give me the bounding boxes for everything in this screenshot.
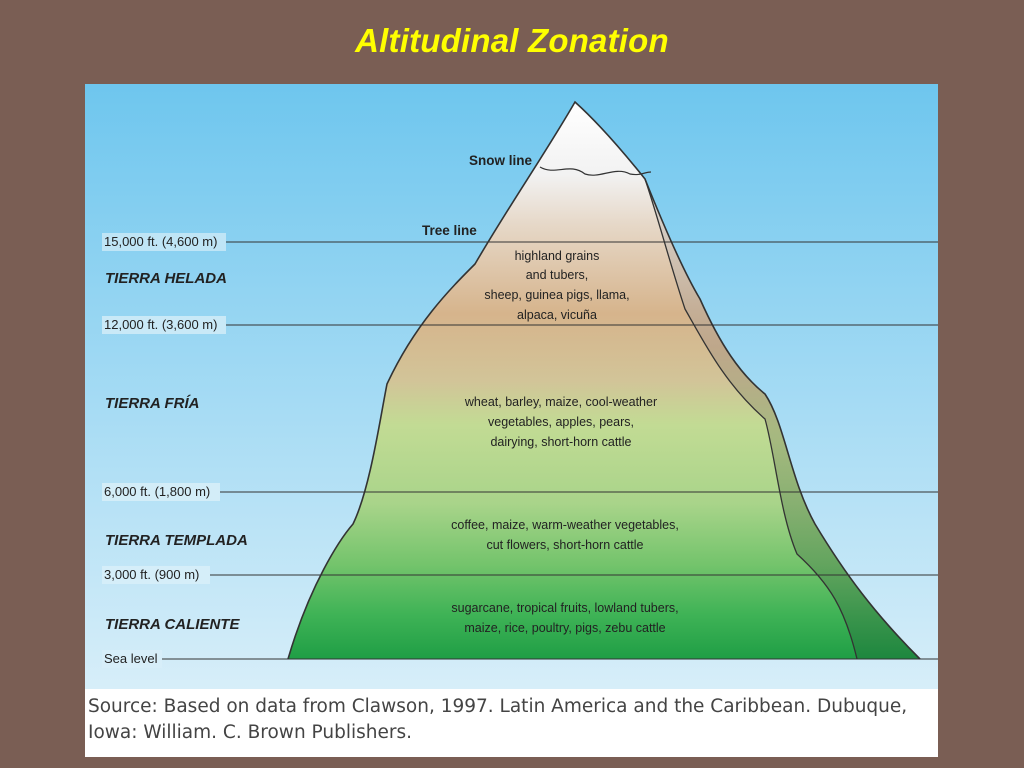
products-helada: highland grains and tubers, sheep, guine… [484,249,629,322]
product-line: dairying, short-horn cattle [490,435,631,449]
product-line: maize, rice, poultry, pigs, zebu cattle [464,621,665,635]
product-line: cut flowers, short-horn cattle [486,538,643,552]
products-caliente: sugarcane, tropical fruits, lowland tube… [451,601,678,635]
mountain-body [288,102,920,659]
altitude-label-3000: 3,000 ft. (900 m) [104,567,199,582]
altitude-label-6000: 6,000 ft. (1,800 m) [104,484,210,499]
tree-line-label: Tree line [422,223,477,238]
source-line-1: Source: Based on data from Clawson, 1997… [88,696,908,717]
product-line: highland grains [515,249,600,263]
zone-name-helada: TIERRA HELADA [105,270,227,287]
product-line: vegetables, apples, pears, [488,415,634,429]
products-fria: wheat, barley, maize, cool-weather veget… [464,395,657,449]
slide-title: Altitudinal Zonation [355,22,669,59]
product-line: wheat, barley, maize, cool-weather [464,395,657,409]
product-line: sheep, guinea pigs, llama, [484,288,629,302]
figure-panel: 15,000 ft. (4,600 m) 12,000 ft. (3,600 m… [85,84,938,757]
zone-name-caliente: TIERRA CALIENTE [105,616,240,633]
source-line-2: Iowa: William. C. Brown Publishers. [88,722,412,743]
product-line: sugarcane, tropical fruits, lowland tube… [451,601,678,615]
product-line: alpaca, vicuña [517,308,597,322]
products-templada: coffee, maize, warm-weather vegetables, … [451,518,679,552]
product-line: coffee, maize, warm-weather vegetables, [451,518,679,532]
snow-line-label: Snow line [469,153,532,168]
product-line: and tubers, [526,268,589,282]
altitude-label-sea-level: Sea level [104,651,158,666]
source-note: Source: Based on data from Clawson, 1997… [88,694,936,746]
snow-line-boundary [539,166,652,176]
altitude-label-15000: 15,000 ft. (4,600 m) [104,234,217,249]
zone-name-templada: TIERRA TEMPLADA [105,532,248,549]
altitudinal-zonation-diagram: 15,000 ft. (4,600 m) 12,000 ft. (3,600 m… [85,84,938,689]
mountain-outline [287,100,921,660]
altitude-labels: 15,000 ft. (4,600 m) 12,000 ft. (3,600 m… [102,233,226,668]
zone-name-fria: TIERRA FRÍA [105,395,199,412]
altitude-label-12000: 12,000 ft. (3,600 m) [104,317,217,332]
mountain-ridge-line [644,178,858,660]
